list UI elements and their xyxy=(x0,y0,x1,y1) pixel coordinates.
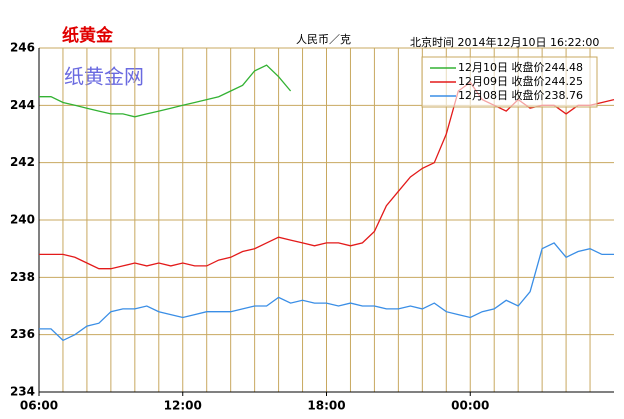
unit-label: 人民币／克 xyxy=(296,33,351,46)
series-line xyxy=(39,64,292,118)
timestamp: 北京时间 2014年12月10日 16:22:00 xyxy=(410,35,599,49)
legend-label: 12月10日 收盘价244.48 xyxy=(458,60,583,74)
y-tick-label: 240 xyxy=(10,213,35,227)
y-tick-label: 238 xyxy=(10,270,35,284)
y-tick-label: 242 xyxy=(10,155,35,169)
y-tick-label: 236 xyxy=(10,327,35,341)
legend-label: 12月08日 收盘价238.76 xyxy=(458,88,583,102)
legend-label: 12月09日 收盘价244.25 xyxy=(458,74,583,88)
y-tick-label: 246 xyxy=(10,41,35,55)
y-tick-label: 234 xyxy=(10,385,35,399)
series-line xyxy=(39,242,614,342)
x-tick-label: 12:00 xyxy=(164,399,202,413)
x-tick-label: 18:00 xyxy=(307,399,345,413)
watermark: 纸黄金网 xyxy=(64,65,144,89)
y-tick-label: 244 xyxy=(10,98,35,112)
x-tick-label: 00:00 xyxy=(451,399,489,413)
chart-title: 纸黄金 xyxy=(62,25,114,46)
x-tick-label: 06:00 xyxy=(20,399,58,413)
